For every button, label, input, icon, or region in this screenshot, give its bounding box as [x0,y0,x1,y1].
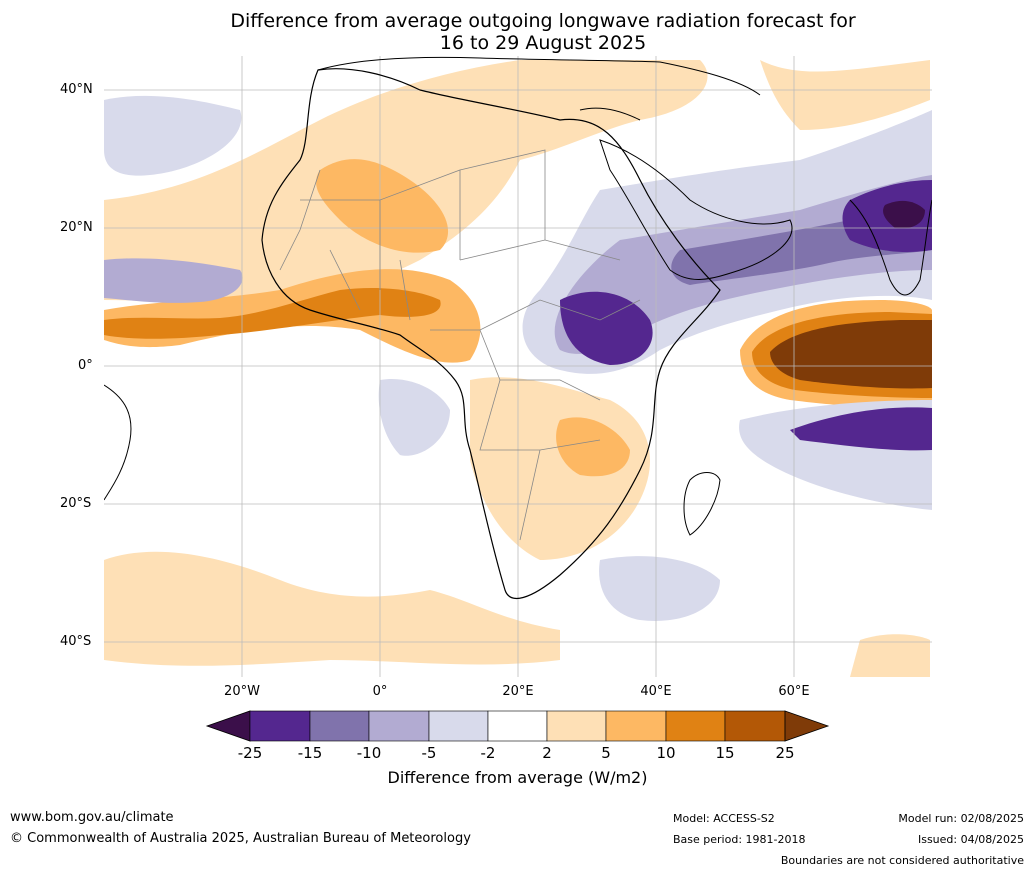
colorbar-tick-label: -25 [237,744,263,762]
colorbar-extend-low [205,710,251,742]
positive-anomaly-south-atlantic-east [850,634,930,677]
model-run-date: Model run: 02/08/2025 [898,812,1024,825]
colorbar-tick-label: -2 [480,744,496,762]
lat-label-equator: 0° [78,358,93,373]
lat-label-20n: 20°N [60,220,93,235]
colorbar-title: Difference from average (W/m2) [387,768,648,787]
colorbar-bin [546,710,607,742]
negative-anomaly-atlantic-north [104,258,243,303]
colorbar-bin [428,710,489,742]
colorbar [205,710,830,742]
model-name: Model: ACCESS-S2 [673,812,775,825]
anomaly-field [104,56,932,677]
positive-anomaly-southeast-africa [556,417,630,477]
colorbar-bin [487,710,548,742]
positive-anomaly-indian-ocean-core [770,320,932,389]
lat-label-20s: 20°S [60,496,92,511]
lon-label-60e: 60°E [778,684,810,699]
arabia-coastline [599,139,793,280]
lat-label-40s: 40°S [60,634,92,649]
copyright-text: © Commonwealth of Australia 2025, Austra… [10,831,471,846]
india-coastline [849,199,932,296]
colorbar-bin [665,710,726,742]
title-line-2: 16 to 29 August 2025 [439,32,647,54]
title-line-1: Difference from average outgoing longwav… [230,10,856,32]
negative-anomaly-atlantic-west [104,95,242,176]
colorbar-tick-label: 15 [715,744,735,762]
colorbar-bin [724,710,786,742]
lat-label-40n: 40°N [60,82,93,97]
positive-anomaly-mediterranean [760,60,930,130]
colorbar-tick-label: 2 [542,744,552,762]
south-america-coastline [104,384,132,501]
colorbar-tick-label: 5 [601,744,611,762]
colorbar-tick-label: 10 [656,744,676,762]
map-title: Difference from average outgoing longwav… [0,10,1035,54]
colorbar-tick-label: -10 [356,744,382,762]
colorbar-bin [309,710,370,742]
colorbar-tick-label: 25 [775,744,795,762]
negative-anomaly-east-africa [560,291,653,365]
graticule [104,56,932,677]
colorbar-bin [249,710,311,742]
lon-label-0: 0° [372,684,388,699]
positive-anomaly-southern-africa [470,377,650,560]
negative-anomaly-bay-core [883,200,925,229]
positive-anomaly-atlantic-south [104,551,560,666]
positive-anomaly-gulf-guinea [104,288,441,339]
lon-label-20e: 20°E [502,684,534,699]
country-borders [279,149,641,541]
negative-anomaly-south-indian-core [790,407,932,451]
colorbar-tick-label: -15 [297,744,323,762]
issued-date: Issued: 04/08/2025 [917,833,1024,846]
website-link[interactable]: www.bom.gov.au/climate [10,810,174,825]
negative-anomaly-india [671,180,932,285]
lon-label-40e: 40°E [640,684,672,699]
lon-label-20w: 20°W [224,684,260,699]
negative-anomaly-southern-ocean [599,556,720,621]
madagascar-coastline [683,472,721,536]
negative-anomaly-central-atlantic [378,379,450,456]
colorbar-extend-high [784,710,830,742]
colorbar-bin [368,710,430,742]
base-period: Base period: 1981-2018 [673,833,806,846]
boundaries-disclaimer: Boundaries are not considered authoritat… [780,854,1024,867]
africa-coastline [261,68,721,599]
europe-coastline [317,56,761,121]
colorbar-tick-label: -5 [421,744,437,762]
colorbar-bin [605,710,667,742]
positive-anomaly-sahel [316,159,449,253]
